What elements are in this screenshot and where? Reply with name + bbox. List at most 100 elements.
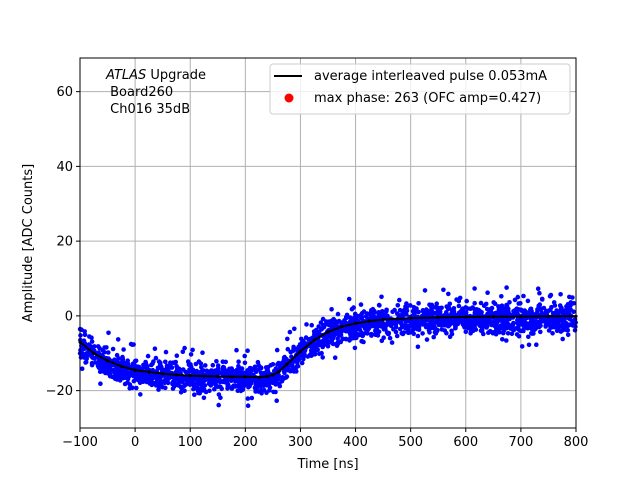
- sample-point: [185, 370, 190, 376]
- sample-point: [282, 370, 287, 376]
- x-axis-label: Time [ns]: [296, 457, 358, 472]
- sample-point: [213, 380, 219, 385]
- sample-point: [435, 308, 441, 314]
- sample-point: [352, 345, 358, 351]
- sample-point: [185, 376, 191, 381]
- sample-point: [397, 297, 402, 303]
- sample-point: [182, 388, 187, 394]
- sample-point: [538, 329, 543, 335]
- sample-point: [135, 373, 141, 378]
- sample-point: [413, 308, 419, 313]
- sample-point: [395, 303, 401, 308]
- sample-point: [453, 325, 458, 331]
- sample-point: [248, 365, 253, 371]
- sample-point: [420, 308, 426, 313]
- sample-point: [470, 305, 476, 310]
- sample-point: [500, 337, 505, 342]
- sample-point: [89, 362, 95, 368]
- sample-point: [79, 366, 85, 372]
- average-pulse-point: [119, 364, 123, 368]
- sample-point: [216, 402, 221, 408]
- sample-point: [509, 331, 515, 337]
- sample-point: [306, 337, 311, 342]
- sample-point: [516, 334, 522, 339]
- sample-point: [172, 383, 177, 389]
- sample-point: [210, 362, 216, 368]
- sample-point: [304, 322, 309, 327]
- sample-point: [197, 390, 202, 396]
- sample-point: [376, 329, 382, 335]
- sample-point: [504, 338, 509, 343]
- sample-point: [251, 378, 256, 383]
- sample-point: [265, 365, 270, 371]
- sample-point: [200, 350, 205, 356]
- sample-point: [558, 329, 564, 334]
- sample-point: [83, 359, 89, 365]
- average-pulse-point: [106, 359, 110, 363]
- sample-point: [533, 324, 538, 329]
- sample-point: [376, 311, 381, 317]
- sample-point: [223, 380, 228, 385]
- sample-point: [426, 325, 432, 331]
- sample-point: [484, 306, 490, 312]
- sample-point: [335, 311, 341, 317]
- sample-point: [507, 300, 512, 305]
- sample-point: [512, 297, 518, 303]
- sample-point: [110, 346, 116, 352]
- sample-point: [526, 334, 531, 340]
- sample-point: [449, 331, 455, 337]
- sample-point: [195, 378, 201, 384]
- sample-point: [511, 320, 516, 326]
- sample-point: [485, 290, 490, 296]
- sample-point: [384, 308, 389, 314]
- sample-point: [309, 353, 314, 359]
- average-pulse-point: [265, 374, 269, 378]
- average-line: [78, 314, 578, 379]
- sample-point: [273, 366, 279, 372]
- sample-point: [431, 325, 436, 331]
- legend: average interleaved pulse 0.053mA max ph…: [269, 63, 571, 115]
- sample-point: [335, 341, 341, 347]
- y-tick-label: 40: [56, 160, 73, 175]
- sample-point: [273, 389, 278, 395]
- sample-point: [329, 338, 334, 344]
- sample-point: [442, 328, 448, 333]
- y-tick-label: 60: [56, 85, 73, 100]
- sample-point: [505, 331, 511, 336]
- sample-point: [139, 376, 144, 382]
- atlas-annotation-italic: ATLAS: [105, 68, 146, 83]
- average-pulse-point: [340, 325, 344, 329]
- sample-point: [118, 361, 123, 366]
- sample-point: [398, 318, 404, 324]
- sample-point: [122, 360, 127, 366]
- sample-point: [191, 376, 197, 382]
- average-pulse-point: [285, 362, 289, 367]
- sample-point: [104, 345, 109, 350]
- sample-point: [112, 370, 117, 376]
- sample-point: [456, 303, 462, 309]
- legend-label-max-phase: max phase: 263 (OFC amp=0.427): [314, 91, 541, 106]
- sample-point: [420, 331, 425, 336]
- sample-point: [377, 303, 382, 308]
- sample-point: [320, 322, 326, 328]
- sample-point: [571, 301, 577, 306]
- sample-point: [274, 347, 280, 353]
- sample-point: [511, 308, 516, 314]
- sample-point: [188, 362, 193, 367]
- sample-point: [481, 331, 486, 337]
- sample-point: [84, 356, 89, 361]
- sample-point: [516, 324, 521, 329]
- sample-point: [463, 329, 469, 335]
- sample-point: [100, 348, 105, 353]
- average-pulse-point: [174, 373, 178, 377]
- sample-point: [403, 325, 409, 330]
- sample-point: [285, 367, 291, 373]
- sample-point: [504, 324, 510, 329]
- sample-point: [116, 356, 121, 361]
- sample-point: [245, 348, 250, 354]
- sample-point: [274, 398, 280, 404]
- sample-point: [187, 367, 192, 372]
- sample-point: [201, 387, 207, 392]
- sample-point: [404, 301, 409, 306]
